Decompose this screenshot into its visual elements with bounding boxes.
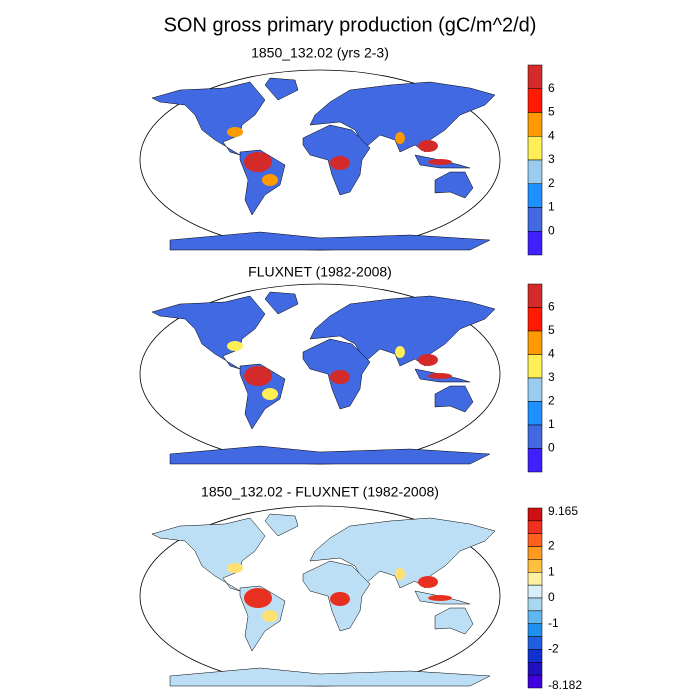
colorbar-box [527,136,543,161]
colorbar-label: -1 [548,616,559,630]
colorbar-box [527,307,543,332]
colorbar-box [527,283,543,308]
colorbar-box [527,649,543,663]
colorbar-box [527,448,543,473]
colorbar-box [527,597,543,612]
colorbar-box [527,88,543,113]
panel-title: 1850_132.02 (yrs 2-3) [251,45,389,61]
colorbar-label: 1 [548,564,555,578]
colorbar-label: 4 [548,347,555,361]
colorbar-label: 4 [548,128,555,142]
colorbar-label: 2 [548,394,555,408]
colorbar-label: 6 [548,300,555,314]
colorbar-label: 0 [548,441,555,455]
colorbar-box [527,207,543,232]
panels: 1850_132.02 (yrs 2-3) 6 5 4 3 2 1 0 FLUXNET (198… [139,45,582,692]
colorbar-box [527,572,543,586]
colorbar-box [527,64,543,89]
colorbar-box [527,610,543,624]
colorbar-label: 2 [548,176,555,190]
colorbar-label: -2 [548,642,559,656]
colorbar-box [527,183,543,208]
colorbar-box [527,533,543,547]
colorbar-label: -8.182 [548,678,582,692]
colorbar-label: 0 [548,590,555,604]
colorbar-box [527,507,543,522]
colorbar-box [527,623,543,637]
colorbar-label: 2 [548,539,555,553]
colorbar-box [527,584,543,599]
colorbar-box [527,330,543,355]
panel-title: 1850_132.02 - FLUXNET (1982-2008) [201,484,439,500]
colorbar-label: 0 [548,223,555,237]
colorbar-box [527,636,543,650]
colorbar-label: 3 [548,370,555,384]
colorbar-label: 5 [548,105,555,119]
colorbar-box [527,559,543,573]
colorbar-label: 1 [548,417,555,431]
panel-title: FLUXNET (1982-2008) [248,264,392,280]
colorbar-box [527,159,543,184]
colorbar-box [527,520,543,534]
colorbar-box [527,112,543,137]
colorbar-box [527,231,543,256]
colorbar-label: 9.165 [548,504,578,518]
colorbar-box [527,674,543,689]
colorbar-label: 6 [548,81,555,95]
colorbar-label: 1 [548,200,555,214]
colorbar-box [527,546,543,560]
colorbar-box [527,377,543,402]
colorbar-box [527,424,543,449]
colorbar-box [527,401,543,426]
figure-title: SON gross primary production (gC/m^2/d) [164,14,537,36]
colorbar-box [527,662,543,676]
colorbar-box [527,354,543,379]
colorbar-label: 5 [548,323,555,337]
colorbar-label: 3 [548,152,555,166]
